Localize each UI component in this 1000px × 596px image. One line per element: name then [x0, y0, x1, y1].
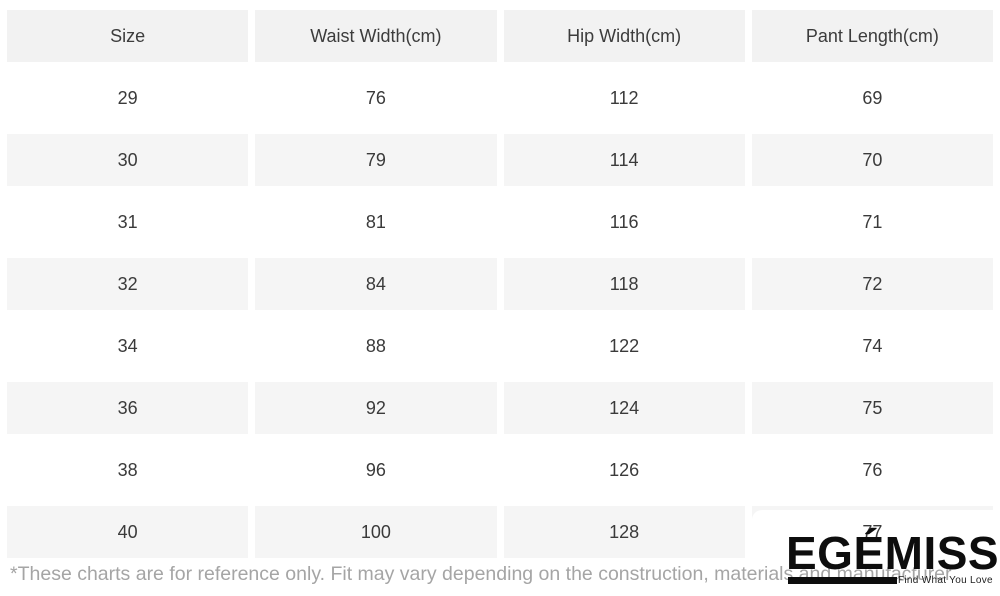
table-row: 29 76 112 69 [7, 72, 993, 124]
cell-value: 31 [117, 211, 138, 232]
table-cell: 76 [255, 72, 496, 124]
cell-value: 74 [862, 335, 883, 356]
table-cell: 75 [751, 382, 993, 434]
cell-value: 116 [609, 211, 639, 232]
column-header-size: Size [7, 10, 249, 62]
cell-value: 96 [365, 459, 386, 480]
cell-value: 92 [365, 397, 386, 418]
table-cell: 72 [751, 258, 993, 310]
size-chart-header: Size Waist Width(cm) Hip Width(cm) Pant … [7, 10, 993, 62]
column-header-label: Hip Width(cm) [567, 25, 682, 46]
cell-value: 71 [862, 211, 883, 232]
cell-value: 112 [609, 87, 639, 108]
cell-value: 84 [365, 273, 386, 294]
column-header-hip: Hip Width(cm) [503, 10, 745, 62]
table-cell: 31 [7, 196, 248, 248]
table-cell: 76 [752, 444, 993, 496]
table-cell: 30 [7, 134, 249, 186]
column-header-label: Pant Length(cm) [805, 25, 939, 46]
cell-value: 34 [117, 335, 138, 356]
cell-value: 70 [862, 149, 883, 170]
size-chart-table: Size Waist Width(cm) Hip Width(cm) Pant … [7, 10, 993, 558]
table-cell: 112 [504, 72, 745, 124]
cell-value: 126 [609, 459, 640, 480]
cell-value: 36 [117, 397, 138, 418]
table-cell: 69 [752, 72, 993, 124]
table-cell: 100 [255, 506, 497, 558]
cell-value: 32 [117, 273, 138, 294]
header-row: Size Waist Width(cm) Hip Width(cm) Pant … [7, 10, 993, 62]
table-cell: 126 [504, 444, 745, 496]
table-cell: 124 [503, 382, 745, 434]
cell-value: 69 [862, 87, 883, 108]
table-cell: 81 [255, 196, 496, 248]
table-cell: 29 [7, 72, 248, 124]
table-cell: 79 [255, 134, 497, 186]
cell-value: 76 [862, 459, 883, 480]
brand-logo-background [752, 510, 1000, 564]
column-header-label: Waist Width(cm) [310, 25, 442, 46]
table-cell: 38 [7, 444, 248, 496]
cell-value: 40 [117, 521, 138, 542]
cell-value: 29 [117, 87, 138, 108]
table-cell: 116 [504, 196, 745, 248]
cell-value: 76 [365, 87, 386, 108]
table-cell: 92 [255, 382, 497, 434]
cell-value: 81 [365, 211, 386, 232]
brand-wordmark: EGÉMISS [786, 527, 1000, 579]
cell-value: 38 [117, 459, 138, 480]
cell-value: 72 [862, 273, 883, 294]
table-cell: 84 [255, 258, 497, 310]
table-row: 34 88 122 74 [7, 320, 993, 372]
table-cell: 36 [7, 382, 249, 434]
cell-value: 122 [609, 335, 640, 356]
size-chart-body: 29 76 112 69 30 79 114 70 31 81 116 71 3… [7, 72, 993, 558]
cell-value: 30 [117, 149, 138, 170]
table-cell: 114 [503, 134, 745, 186]
table-row: 30 79 114 70 [7, 134, 993, 186]
table-cell: 118 [503, 258, 745, 310]
table-cell: 34 [7, 320, 248, 372]
cell-value: 79 [365, 149, 386, 170]
disclaimer-text: *These charts are for reference only. Fi… [10, 563, 952, 585]
column-header-label: Size [110, 25, 146, 46]
column-header-waist: Waist Width(cm) [255, 10, 497, 62]
table-row: 38 96 126 76 [7, 444, 993, 496]
brand-tagline: Find What You Love [898, 575, 993, 586]
table-cell: 128 [503, 506, 745, 558]
cell-value: 128 [609, 521, 640, 542]
column-header-length: Pant Length(cm) [751, 10, 993, 62]
table-cell: 32 [7, 258, 249, 310]
cell-value: 88 [365, 335, 386, 356]
table-row: 32 84 118 72 [7, 258, 993, 310]
table-row: 36 92 124 75 [7, 382, 993, 434]
table-cell: 71 [752, 196, 993, 248]
table-cell: 40 [7, 506, 249, 558]
table-cell: 70 [751, 134, 993, 186]
cell-value: 114 [609, 149, 639, 170]
table-cell: 88 [255, 320, 496, 372]
cell-value: 77 [862, 521, 883, 542]
cell-value: 100 [360, 521, 391, 542]
cell-value: 118 [609, 273, 639, 294]
table-row: 31 81 116 71 [7, 196, 993, 248]
cell-value: 124 [609, 397, 640, 418]
brand-underline-bar [788, 577, 897, 584]
table-cell: 74 [752, 320, 993, 372]
table-cell: 96 [255, 444, 496, 496]
table-cell: 122 [504, 320, 745, 372]
cell-value: 75 [862, 397, 883, 418]
